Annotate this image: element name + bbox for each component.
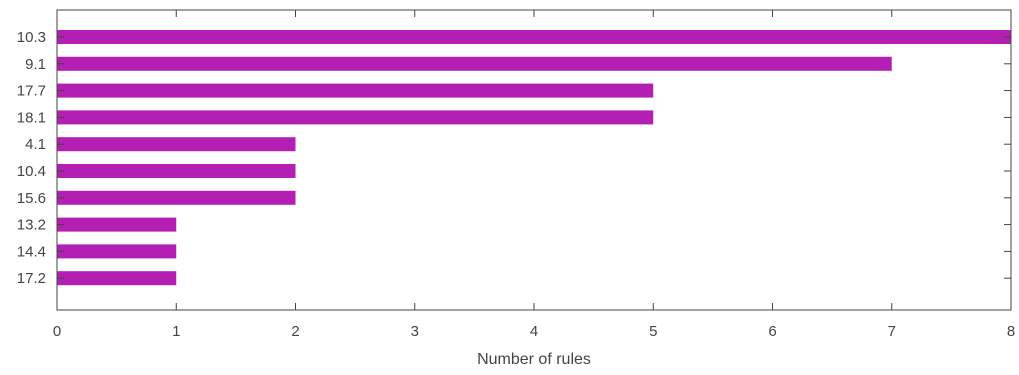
bar bbox=[57, 190, 296, 205]
bar bbox=[57, 217, 177, 232]
ticks-layer bbox=[56, 10, 1012, 310]
bar bbox=[57, 164, 296, 178]
y-tick-label: 4.1 bbox=[25, 136, 46, 153]
x-tick-label: 2 bbox=[291, 323, 299, 340]
y-tick-label: 17.7 bbox=[17, 83, 46, 100]
y-tick-label: 9.1 bbox=[25, 56, 46, 73]
x-tick-label: 7 bbox=[888, 323, 896, 340]
x-tick-label: 5 bbox=[649, 323, 657, 340]
y-tick-label: 15.6 bbox=[17, 190, 46, 207]
y-tick-label: 10.3 bbox=[17, 29, 46, 46]
x-tick-label: 0 bbox=[53, 323, 61, 340]
x-axis-title: Number of rules bbox=[477, 351, 591, 368]
bar bbox=[57, 271, 177, 286]
x-tick-label: 1 bbox=[172, 323, 180, 340]
y-tick-label: 14.4 bbox=[17, 243, 46, 260]
x-tick-label: 4 bbox=[530, 323, 538, 340]
y-tick-label: 18.1 bbox=[17, 109, 46, 126]
bar bbox=[57, 110, 654, 125]
plot-frame bbox=[56, 9, 1012, 311]
bar bbox=[57, 83, 654, 98]
labels-layer: 10.3 9.1 17.7 18.1 4.1 10.4 15.6 13.2 14.4 17.2 0 1… bbox=[17, 29, 1015, 340]
y-tick-label: 13.2 bbox=[17, 217, 46, 234]
bar bbox=[57, 30, 1011, 44]
bar bbox=[57, 137, 296, 152]
x-tick-label: 6 bbox=[768, 323, 776, 340]
bar bbox=[57, 56, 892, 71]
x-tick-label: 3 bbox=[411, 323, 419, 340]
y-tick-label: 17.2 bbox=[17, 270, 46, 287]
y-tick-label: 10.4 bbox=[17, 163, 46, 180]
bars-layer bbox=[57, 30, 1011, 286]
bar bbox=[57, 244, 177, 259]
x-tick-label: 8 bbox=[1007, 323, 1015, 340]
